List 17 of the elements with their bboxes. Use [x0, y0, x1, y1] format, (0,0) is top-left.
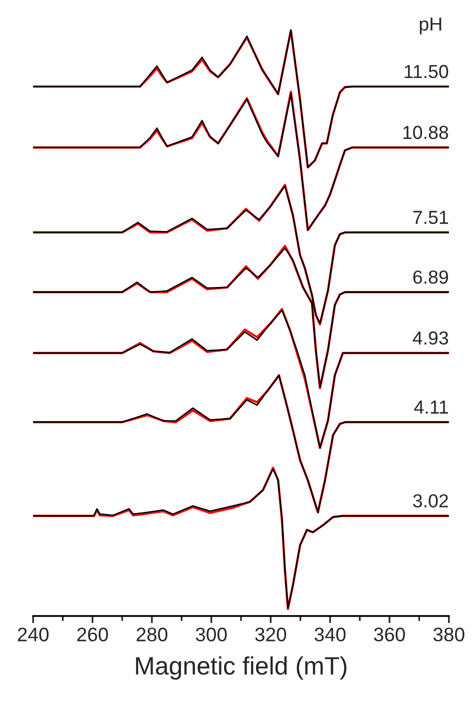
x-tick-label: 300 — [196, 628, 227, 642]
x-tick-label: 360 — [374, 628, 405, 642]
series-label: 10.88 — [403, 126, 448, 140]
series-label: 7.51 — [413, 210, 448, 224]
x-tick-label: 280 — [136, 628, 168, 642]
x-axis-title: Magnetic field (mT) — [136, 656, 346, 680]
series-label: 3.02 — [413, 494, 448, 508]
x-tick-label: 340 — [314, 628, 346, 642]
series-label: 4.93 — [412, 331, 448, 345]
x-tick-label: 240 — [18, 628, 49, 642]
series-label: 6.89 — [413, 270, 448, 284]
x-tick-label: 380 — [433, 628, 464, 642]
x-tick-label: 260 — [77, 628, 108, 642]
x-tick-label: 320 — [255, 628, 286, 642]
series-label: 11.50 — [404, 64, 448, 78]
annotation: pH — [420, 18, 442, 34]
series-label: 4.11 — [414, 400, 448, 414]
